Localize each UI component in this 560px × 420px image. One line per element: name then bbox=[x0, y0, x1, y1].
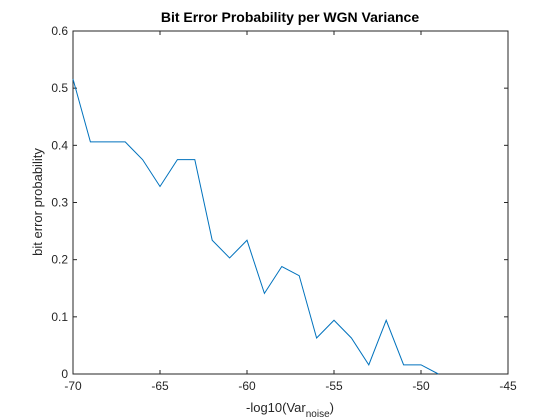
axis-tick-labels: -70 -65 -60 -55 -50 -45 0 0.1 0.2 0.3 0.4 0.5 0.6 bbox=[51, 24, 517, 393]
y-tick-label: 0.1 bbox=[51, 310, 68, 324]
y-tick-label: 0.2 bbox=[51, 253, 68, 267]
x-axis-label-close: ) bbox=[330, 400, 334, 415]
x-axis-label: -log10(Varnoise) bbox=[246, 400, 334, 420]
y-tick-label: 0.3 bbox=[51, 196, 68, 210]
plot-area bbox=[72, 30, 509, 375]
y-tick-label: 0 bbox=[61, 367, 68, 381]
x-tick-label: -60 bbox=[238, 379, 256, 393]
y-tick-label: 0.4 bbox=[51, 138, 68, 152]
chart-title: Bit Error Probability per WGN Variance bbox=[161, 9, 420, 25]
series-line bbox=[72, 78, 439, 375]
x-tick-label: -65 bbox=[151, 379, 169, 393]
series-group bbox=[72, 78, 439, 375]
x-tick-label: -50 bbox=[412, 379, 430, 393]
y-axis-label: bit error probability bbox=[30, 148, 45, 256]
y-tick-label: 0.6 bbox=[51, 24, 68, 38]
x-tick-label: -45 bbox=[499, 379, 517, 393]
x-axis-label-main: -log10(Var bbox=[246, 400, 306, 415]
x-axis-label-subscript: noise bbox=[306, 409, 330, 420]
x-tick-label: -55 bbox=[325, 379, 343, 393]
y-tick-label: 0.5 bbox=[51, 81, 68, 95]
axis-ticks bbox=[72, 30, 509, 375]
x-tick-label: -70 bbox=[64, 379, 82, 393]
